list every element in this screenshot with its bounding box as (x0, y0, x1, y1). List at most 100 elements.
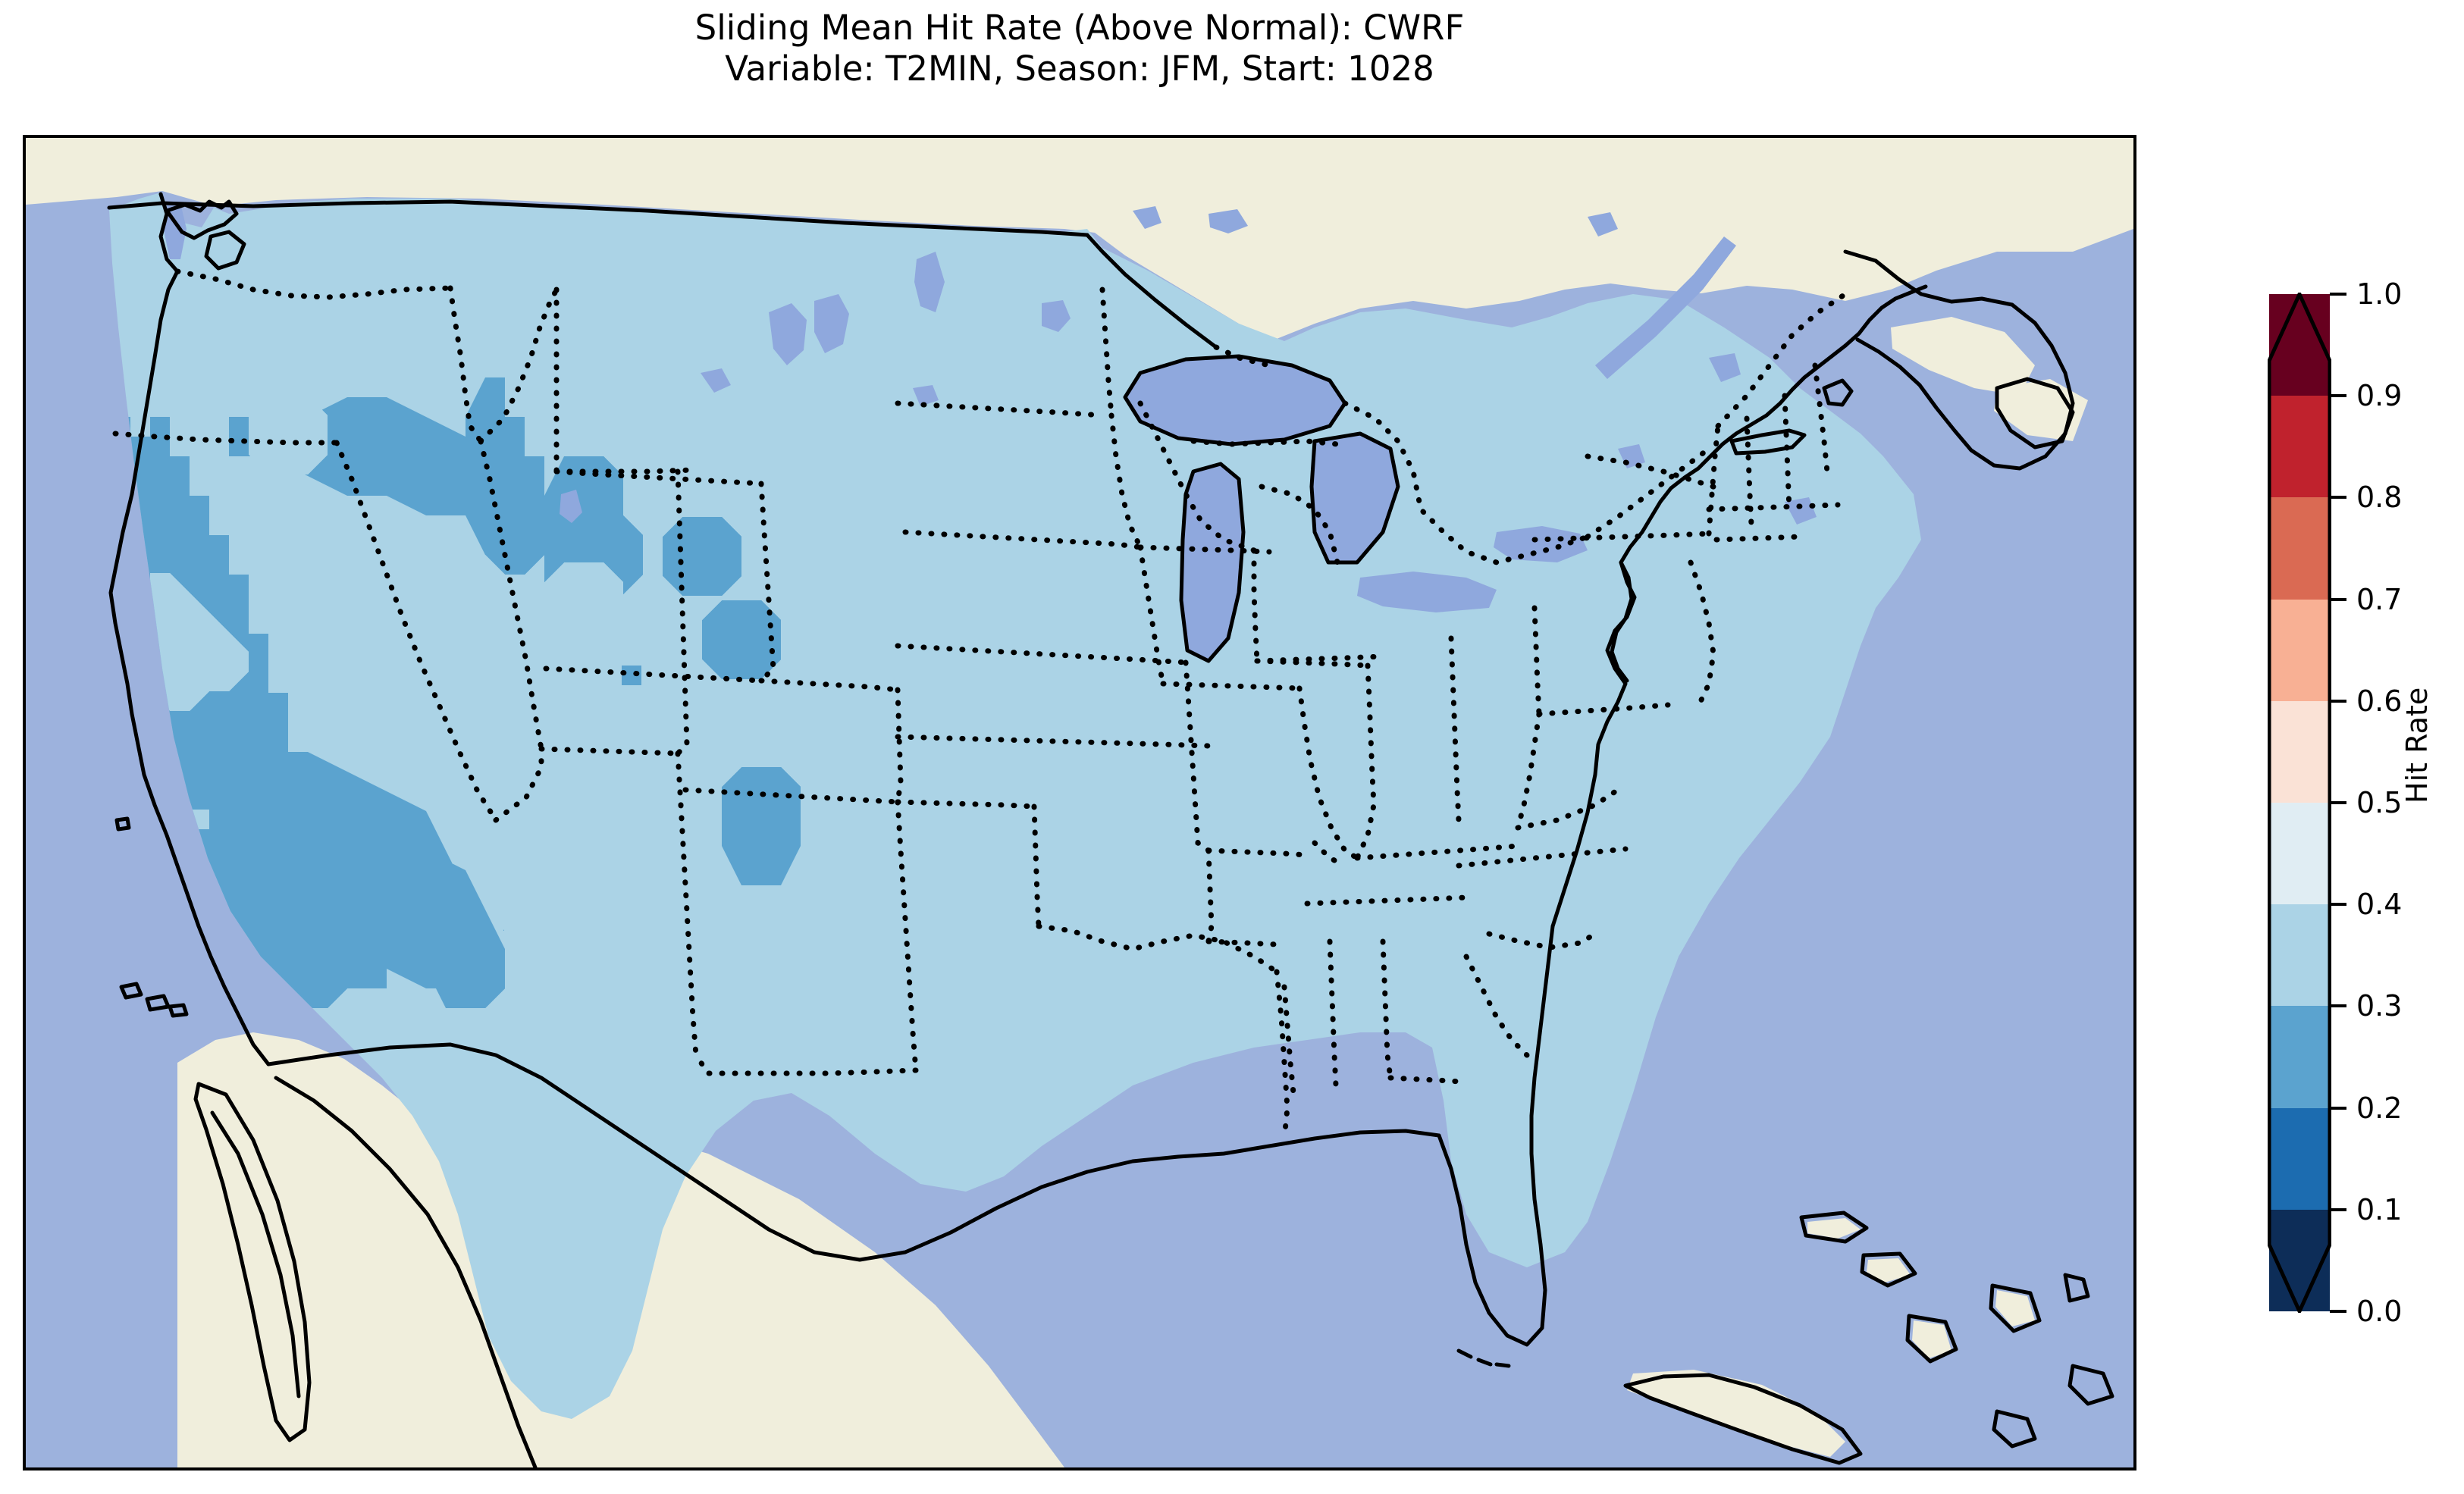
newfoundland-tip (1994, 379, 2088, 441)
olympic-peninsula (165, 199, 239, 240)
key-1 (1456, 1348, 1473, 1359)
title-line-1: Sliding Mean Hit Rate (Above Normal): CW… (694, 8, 1465, 48)
vancouver-area (204, 230, 246, 271)
canada-lake-8 (1709, 353, 1741, 382)
bahamas-outline-5 (2063, 1273, 2090, 1303)
map-panel (23, 135, 2136, 1471)
colorbar-tick-0.8 (2330, 496, 2346, 500)
colorbar-tick-0.5 (2330, 801, 2346, 804)
colorbar-segment-0 (2269, 1209, 2330, 1311)
channel-island-3 (168, 1003, 189, 1018)
colorbar-tick-0.9 (2330, 394, 2346, 398)
state-borders-layer (112, 268, 1848, 1142)
lake-michigan (1181, 464, 1243, 661)
bahamas-outline-2 (1860, 1251, 1917, 1288)
colorbar-tick-label-0.0: 0.0 (2356, 1295, 2403, 1328)
bahamas-outline-1 (1799, 1211, 1869, 1244)
lakes-layer (164, 203, 1817, 661)
canada-landmass (26, 138, 2133, 339)
colorbar-segment-3 (2269, 904, 2330, 1007)
sw-nm-patch (387, 850, 505, 1008)
colorbar-tick-0.2 (2330, 1106, 2346, 1110)
florida-peninsula (1437, 924, 1555, 1347)
key-2 (1476, 1358, 1493, 1367)
colorbar-body (2269, 294, 2330, 1311)
colorbar-tick-label-0.3: 0.3 (2356, 989, 2403, 1023)
colorbar-tick-0.6 (2330, 699, 2346, 703)
colorbar-tick-label-0.4: 0.4 (2356, 888, 2403, 922)
ut-light-gap (544, 562, 623, 641)
lake-huron (1312, 434, 1398, 562)
colorbar-tick-label-0.2: 0.2 (2356, 1091, 2403, 1125)
colorbar-tick-label-0.6: 0.6 (2356, 684, 2403, 718)
colorbar-segment-7 (2269, 497, 2330, 600)
chart-title-block: Sliding Mean Hit Rate (Above Normal): CW… (0, 0, 2159, 89)
colorbar-tick-label-0.5: 0.5 (2356, 786, 2403, 819)
colorbar-tick-label-0.9: 0.9 (2356, 379, 2403, 413)
border-lake-of-woods (1085, 233, 1218, 349)
bahamas-3 (1912, 1320, 1951, 1358)
newfoundland (1995, 377, 2075, 449)
gulf-coast (676, 1129, 1441, 1262)
lake-winnipeg (914, 252, 945, 312)
us-west-coast (108, 192, 271, 1066)
colorbar-tick-0.3 (2330, 1004, 2346, 1008)
colorbar-tick-label-0.7: 0.7 (2356, 582, 2403, 616)
coastline-layer (107, 192, 2114, 1467)
chesapeake-bay (1610, 560, 1634, 683)
nova-scotia (1891, 317, 2035, 396)
bahamas-2 (1867, 1258, 1911, 1283)
colorbar-tick-label-1.0: 1.0 (2356, 277, 2403, 311)
cell-iso-3 (702, 543, 722, 562)
colorbar-segment-9 (2269, 294, 2330, 396)
lake-superior (1125, 356, 1345, 444)
lake-michigan-outline (1179, 462, 1246, 663)
mexico-border-approach (266, 1042, 680, 1171)
lake-huron-outline (1309, 431, 1400, 565)
st-lawrence-river (1595, 236, 1736, 379)
great-salt-lake (560, 490, 582, 523)
nm-east-patch (722, 767, 801, 885)
canada-lake-3 (1042, 300, 1071, 332)
colorbar-tick-label-0.1: 0.1 (2356, 1192, 2403, 1226)
gulf-of-california (210, 1110, 301, 1398)
maine-coast (1843, 284, 1928, 348)
colorbar-tick-0.7 (2330, 597, 2346, 601)
bahamas-outline-6 (2067, 1364, 2114, 1406)
bahamas-1 (1807, 1218, 1861, 1239)
colorbar-segment-1 (2269, 1107, 2330, 1210)
colorbar-axis-label: Hit Rate (2400, 687, 2434, 803)
colorbar-segment-4 (2269, 803, 2330, 905)
canada-lake-7 (1588, 212, 1618, 236)
colorbar-tick-1.0 (2330, 293, 2346, 296)
bahamas-outline-4 (1989, 1283, 2042, 1333)
title-line-2: Variable: T2MIN, Season: JFM, Start: 102… (725, 49, 1434, 89)
canada-lake-11 (913, 385, 939, 406)
baja-peninsula (199, 1085, 308, 1439)
colorbar-segment-8 (2269, 396, 2330, 498)
cuba (1627, 1370, 1845, 1457)
us-canada-border-west (107, 199, 1089, 237)
idaho-spike (466, 377, 564, 575)
colorado-patch-2 (702, 600, 781, 679)
ca-small-2 (170, 638, 190, 678)
canada-lake-6 (701, 368, 731, 393)
channel-island-4 (114, 816, 131, 832)
colorbar-tick-0.0 (2330, 1310, 2346, 1313)
nm-small-1 (543, 835, 563, 855)
us-east-coast (1550, 343, 1848, 929)
lake-erie (1357, 572, 1497, 612)
colorbar-segment-2 (2269, 1006, 2330, 1108)
key-3 (1494, 1362, 1511, 1368)
bahamas-outline-7 (1992, 1409, 2037, 1449)
colorbar-tick-label-0.8: 0.8 (2356, 481, 2403, 515)
colorbar-segment-6 (2269, 599, 2330, 701)
bahamas-4 (1995, 1290, 2035, 1326)
colorbar-segment-5 (2269, 700, 2330, 803)
long-island (1729, 428, 1807, 456)
nv-pocket-2 (288, 502, 367, 581)
canada-lake-5 (1208, 209, 1248, 233)
baja-outline (193, 1082, 312, 1442)
lake-ontario (1494, 526, 1588, 562)
canada-lake-1 (769, 303, 807, 365)
